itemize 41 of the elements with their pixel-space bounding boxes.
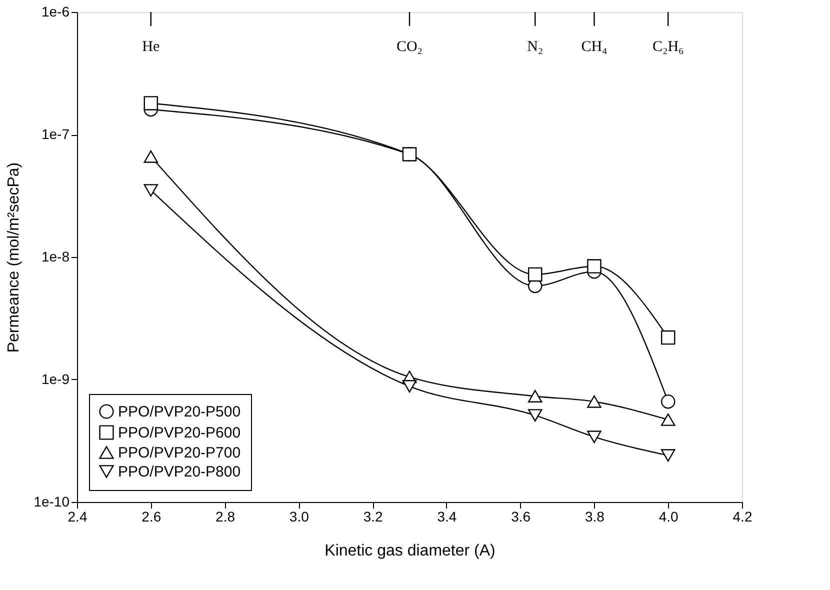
y-axis-title: Permeance (mol/m²secPa) xyxy=(6,162,23,353)
x-tick-label: 4.0 xyxy=(658,508,679,524)
point xyxy=(660,330,676,345)
point xyxy=(587,259,602,274)
x-axis-title: Kinetic gas diameter (A) xyxy=(324,542,496,560)
point xyxy=(144,150,158,163)
point xyxy=(660,413,676,426)
annotation: CH₄ xyxy=(581,39,608,55)
x-tick-label: 3.8 xyxy=(584,508,605,524)
y-tick-label: 1e-6 xyxy=(41,4,70,20)
x-tick-label: 2.8 xyxy=(216,508,236,524)
y-tick-label: 1e-10 xyxy=(34,494,70,510)
point xyxy=(660,449,676,462)
point xyxy=(587,430,602,444)
point xyxy=(587,395,602,408)
x-tick-label: 3.4 xyxy=(437,508,457,524)
x-tick-label: 3.6 xyxy=(511,508,531,524)
point xyxy=(528,390,542,402)
point xyxy=(402,147,417,162)
point xyxy=(144,96,158,110)
legend-label: PPO/PVP20-P500 xyxy=(118,404,241,420)
point xyxy=(660,394,676,409)
annotation: N₂ xyxy=(527,39,544,55)
annotation: He xyxy=(142,39,160,55)
legend-label: PPO/PVP20-P600 xyxy=(118,424,241,442)
point xyxy=(528,267,542,282)
x-tick-label: 3.0 xyxy=(289,508,310,524)
x-tick-label: 2.6 xyxy=(142,508,162,524)
legend-label: PPO/PVP20-P700 xyxy=(118,444,241,462)
y-tick-label: 1e-7 xyxy=(41,126,70,142)
point xyxy=(402,380,417,393)
y-tick-label: 1e-9 xyxy=(41,371,70,387)
annotation: CO₂ xyxy=(396,39,423,55)
point xyxy=(528,409,542,422)
y-tick-label: 1e-8 xyxy=(41,248,70,264)
point xyxy=(144,184,158,197)
x-tick-label: 3.2 xyxy=(363,508,383,524)
annotation: C₂H₆ xyxy=(652,39,684,55)
x-tick-label: 2.4 xyxy=(68,508,88,524)
x-tick-label: 4.2 xyxy=(732,508,752,524)
legend-label: PPO/PVP20-P800 xyxy=(118,464,241,480)
